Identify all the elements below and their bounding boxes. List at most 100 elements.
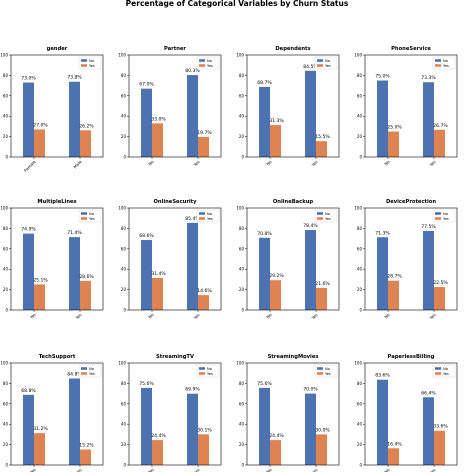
y-tick-label: 60 bbox=[357, 401, 363, 406]
legend-swatch-yes bbox=[199, 64, 205, 67]
y-tick-label: 40 bbox=[357, 422, 363, 427]
x-tick-label: No bbox=[383, 159, 391, 167]
y-tick-label: 100 bbox=[236, 206, 244, 211]
y-tick-label: 40 bbox=[239, 422, 245, 427]
bar-label-no: 71.3% bbox=[375, 230, 390, 236]
bar-no bbox=[423, 82, 434, 157]
y-tick-label: 40 bbox=[3, 267, 9, 272]
plot-frame bbox=[246, 207, 340, 311]
bar-label-no: 85.4% bbox=[185, 216, 200, 222]
subplot-title: PaperlessBilling bbox=[388, 354, 435, 360]
y-tick-label: 60 bbox=[121, 93, 127, 98]
bar-no bbox=[305, 393, 316, 465]
legend-label-no: No bbox=[207, 212, 212, 216]
y-tick-label: 0 bbox=[359, 155, 362, 160]
bar-label-yes: 21.6% bbox=[315, 281, 330, 287]
legend-label-yes: Yes bbox=[89, 372, 95, 376]
legend-label-no: No bbox=[207, 367, 212, 371]
x-tick-label: No bbox=[383, 467, 391, 472]
bar-no bbox=[69, 378, 80, 465]
bar-label-no: 84.8% bbox=[67, 372, 82, 378]
legend-swatch-yes bbox=[435, 64, 441, 67]
bar-label-yes: 31.3% bbox=[269, 118, 284, 124]
bar-label-yes: 25.0% bbox=[387, 125, 402, 131]
y-tick-label: 40 bbox=[121, 267, 127, 272]
y-tick-label: 60 bbox=[121, 401, 127, 406]
x-tick-label: No bbox=[29, 467, 37, 472]
subplot-dependents: Dependents 0 20 40 60 80 100 68.7% 31.3% No 84.5% 1… bbox=[236, 46, 340, 168]
y-tick-label: 20 bbox=[239, 442, 245, 447]
bar-no bbox=[187, 393, 198, 465]
legend-swatch-no bbox=[81, 212, 87, 215]
bar-yes bbox=[80, 280, 91, 310]
legend-swatch-yes bbox=[317, 64, 323, 67]
subplot-multiplelines: MultipleLines 0 20 40 60 80 100 74.9% 25.1% No 71.… bbox=[0, 199, 104, 321]
y-tick-label: 20 bbox=[357, 287, 363, 292]
x-tick-label: Yes bbox=[428, 312, 437, 321]
y-tick-label: 0 bbox=[359, 308, 362, 313]
y-tick-label: 40 bbox=[239, 114, 245, 119]
y-tick-label: 20 bbox=[239, 134, 245, 139]
bar-no bbox=[377, 80, 388, 157]
bar-yes bbox=[152, 123, 163, 157]
legend-label-yes: Yes bbox=[89, 64, 95, 68]
bar-label-yes: 16.4% bbox=[387, 441, 402, 447]
legend-label-yes: Yes bbox=[207, 217, 213, 221]
y-tick-label: 0 bbox=[241, 463, 244, 468]
subplot-title: Dependents bbox=[275, 46, 310, 52]
legend-swatch-no bbox=[199, 367, 205, 370]
legend-swatch-no bbox=[81, 59, 87, 62]
y-tick-label: 100 bbox=[236, 53, 244, 58]
legend-label-yes: Yes bbox=[325, 64, 331, 68]
bar-label-no: 70.8% bbox=[257, 231, 272, 237]
subplot-streamingtv: StreamingTV 0 20 40 60 80 100 75.6% 24.4% No 69.9%… bbox=[118, 354, 222, 472]
legend-label-no: No bbox=[443, 212, 448, 216]
bar-yes bbox=[434, 287, 445, 310]
legend-swatch-no bbox=[199, 212, 205, 215]
y-tick-label: 60 bbox=[239, 246, 245, 251]
legend-label-yes: Yes bbox=[443, 217, 449, 221]
bar-label-yes: 29.2% bbox=[269, 273, 284, 279]
bar-label-no: 73.0% bbox=[21, 76, 36, 82]
legend-label-no: No bbox=[443, 367, 448, 371]
subplot-title: OnlineBackup bbox=[273, 199, 314, 205]
bar-yes bbox=[198, 136, 209, 157]
legend-swatch-yes bbox=[435, 217, 441, 220]
legend-swatch-yes bbox=[81, 64, 87, 67]
bar-label-yes: 22.5% bbox=[433, 280, 448, 286]
bar-label-no: 74.9% bbox=[21, 227, 36, 233]
x-tick-label: Yes bbox=[192, 312, 201, 321]
plot-frame bbox=[10, 207, 104, 311]
legend-swatch-no bbox=[199, 59, 205, 62]
bar-label-yes: 14.6% bbox=[197, 288, 212, 294]
subplot-title: StreamingMovies bbox=[268, 354, 319, 360]
x-tick-label: Female bbox=[23, 159, 37, 173]
y-tick-label: 40 bbox=[121, 114, 127, 119]
bar-yes bbox=[388, 280, 399, 310]
y-tick-label: 60 bbox=[357, 246, 363, 251]
legend-label-no: No bbox=[443, 59, 448, 63]
bar-no bbox=[141, 240, 152, 310]
bar-yes bbox=[34, 129, 45, 157]
plot-frame bbox=[128, 207, 222, 311]
bar-no bbox=[377, 237, 388, 310]
bar-yes bbox=[434, 430, 445, 465]
legend-label-yes: Yes bbox=[207, 64, 213, 68]
y-tick-label: 100 bbox=[0, 361, 8, 366]
y-tick-label: 40 bbox=[357, 114, 363, 119]
bar-label-yes: 26.2% bbox=[79, 123, 94, 129]
bar-no bbox=[377, 379, 388, 465]
subplot-title: TechSupport bbox=[39, 354, 76, 360]
bar-label-yes: 27.0% bbox=[33, 122, 48, 128]
bar-label-yes: 30.1% bbox=[197, 427, 212, 433]
bar-yes bbox=[270, 280, 281, 310]
legend-swatch-yes bbox=[81, 217, 87, 220]
bar-yes bbox=[316, 141, 327, 157]
bar-label-no: 67.0% bbox=[139, 82, 154, 88]
bar-label-no: 75.6% bbox=[257, 381, 272, 387]
plot-frame bbox=[364, 362, 458, 466]
y-tick-label: 60 bbox=[239, 401, 245, 406]
